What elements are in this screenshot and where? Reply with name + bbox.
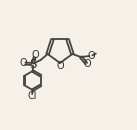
Text: O: O [57, 60, 64, 70]
Text: O: O [31, 50, 39, 60]
Text: Cl: Cl [27, 91, 37, 101]
Text: O: O [84, 59, 92, 69]
Text: S: S [29, 57, 37, 70]
Text: O: O [87, 51, 95, 61]
Text: O: O [20, 58, 27, 68]
